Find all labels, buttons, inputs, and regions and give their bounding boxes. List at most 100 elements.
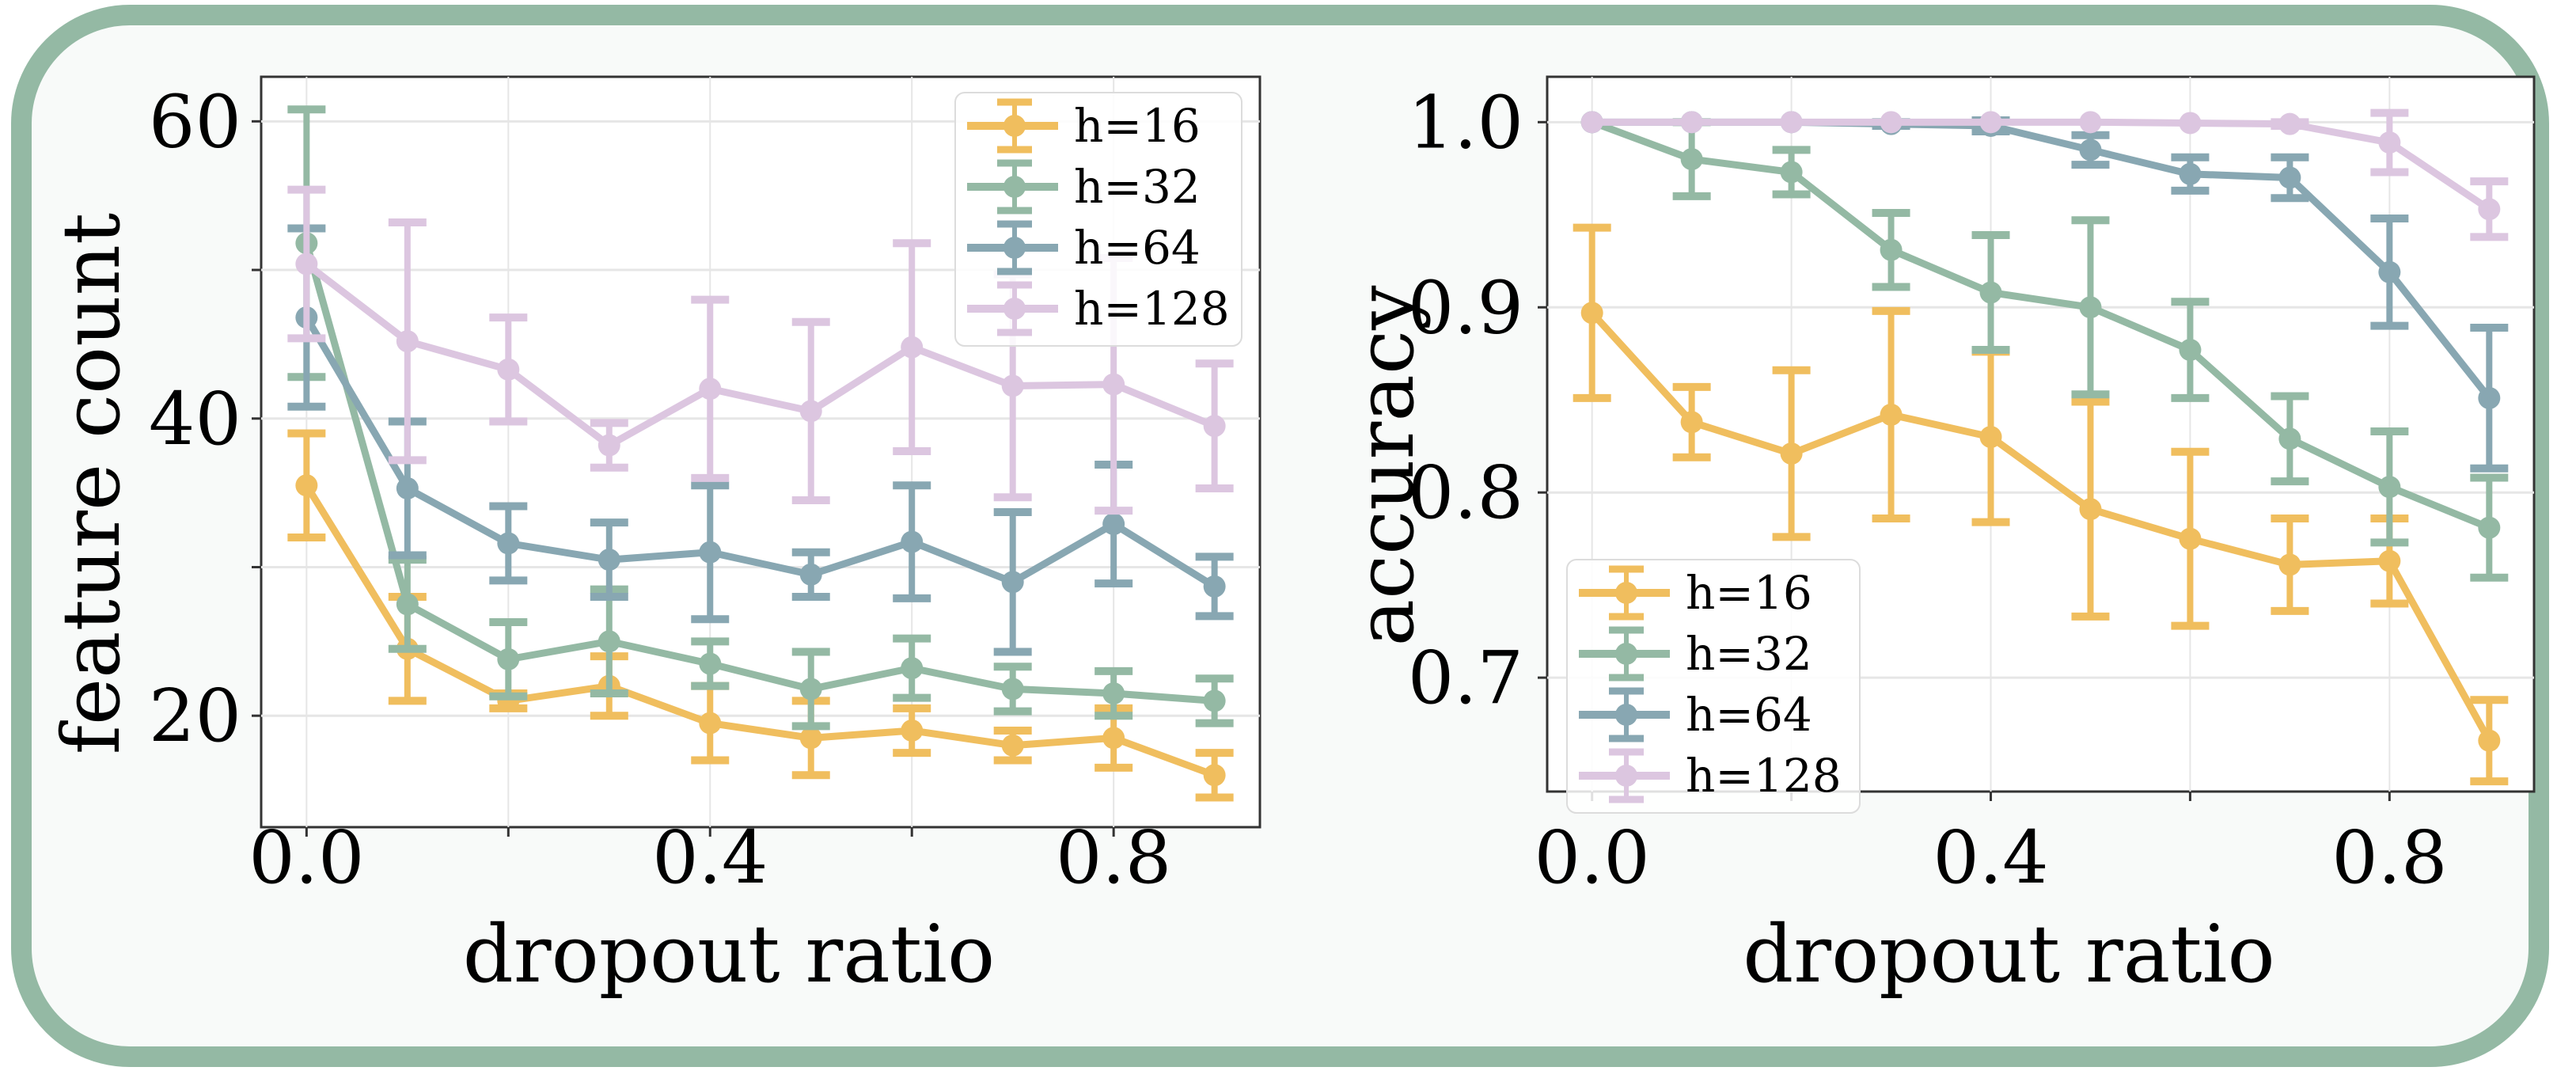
data-point [497, 532, 520, 555]
data-point [396, 593, 419, 616]
data-point [1203, 415, 1226, 438]
y-tick-label: 0.9 [1408, 265, 1523, 350]
legend-label: h=128 [1686, 749, 1842, 803]
data-point [2278, 166, 2301, 189]
data-point [1102, 373, 1125, 396]
x-axis-label: dropout ratio [463, 908, 995, 1001]
legend-marker-icon [1615, 643, 1637, 665]
legend-item: h=64 [967, 220, 1201, 275]
data-point [1880, 238, 1903, 261]
data-point [2079, 139, 2102, 161]
legend-marker-icon [1003, 176, 1026, 198]
data-point [2278, 553, 2301, 576]
legend-marker-icon [1615, 765, 1637, 787]
data-point [1780, 442, 1803, 465]
data-point [1001, 374, 1024, 397]
data-point [1680, 148, 1703, 171]
data-point [1102, 513, 1125, 536]
series-line [1592, 118, 2491, 213]
legend-item: h=16 [1579, 565, 1812, 621]
y-tick-label: 0.7 [1408, 636, 1523, 720]
legend-marker-icon [1003, 115, 1026, 137]
legend-label: h=16 [1074, 99, 1201, 153]
data-point [2179, 527, 2202, 550]
y-tick-label: 0.8 [1408, 450, 1523, 535]
y-tick-label: 1.0 [1408, 80, 1523, 165]
legend: h=16 h=32 h=64 h=128 [1566, 559, 1861, 814]
data-point [1780, 161, 1803, 184]
data-point [2378, 476, 2401, 499]
data-point [1001, 734, 1024, 757]
data-point [2179, 162, 2202, 185]
data-point [2478, 516, 2501, 539]
x-tick-label: 0.8 [2331, 815, 2447, 900]
data-point [799, 678, 822, 701]
accuracy-chart: 0.0 0.4 0.8 0.7 0.8 0.9 1.0 dropout ratio accura… [1339, 75, 2536, 1001]
data-point [901, 336, 924, 359]
data-point [2378, 260, 2401, 283]
legend-label: h=32 [1074, 160, 1201, 214]
legend-marker-icon [1003, 298, 1026, 320]
data-point [2179, 339, 2202, 362]
data-point [1680, 411, 1703, 434]
legend-item: h=128 [1579, 748, 1842, 803]
data-point [901, 657, 924, 680]
data-point [901, 719, 924, 742]
legend-item: h=32 [1579, 626, 1812, 682]
legend-item: h=16 [967, 98, 1201, 154]
y-axis-label: feature count [45, 213, 138, 754]
feature-count-chart: 0.0 0.4 0.8 20 40 60 dropout ratio feature coun… [45, 75, 1261, 1001]
series-line [1589, 310, 2493, 742]
data-point [497, 647, 520, 670]
data-point [2079, 498, 2102, 521]
legend-label: h=128 [1074, 282, 1230, 336]
legend-item: h=64 [1579, 687, 1812, 742]
series-line [303, 483, 1216, 779]
data-point [1203, 689, 1226, 712]
data-point [1102, 682, 1125, 705]
data-point [1780, 111, 1803, 134]
data-point [799, 563, 822, 586]
data-point [1979, 281, 2002, 304]
legend-marker-icon [1615, 704, 1637, 726]
legend-item: h=128 [967, 281, 1230, 336]
data-point [1580, 302, 1603, 325]
legend-label: h=16 [1686, 566, 1812, 620]
data-point [2478, 386, 2501, 409]
data-point [699, 378, 722, 401]
data-point [1880, 403, 1903, 426]
data-point [1580, 111, 1603, 134]
data-point [901, 530, 924, 553]
data-point [1203, 764, 1226, 787]
legend-marker-icon [1615, 582, 1637, 604]
data-point [497, 358, 520, 381]
y-axis-label: accuracy [1339, 285, 1432, 646]
data-point [1880, 111, 1903, 134]
x-tick-label: 0.0 [1535, 815, 1650, 900]
data-point [1001, 678, 1024, 701]
data-point [396, 477, 419, 499]
data-point [2278, 112, 2301, 135]
data-point [799, 400, 822, 423]
data-point [1979, 426, 2002, 449]
data-point [2079, 111, 2102, 134]
x-tick-label: 0.4 [1933, 815, 2048, 900]
data-point [598, 434, 620, 457]
legend: h=16 h=32 h=64 h=128 [954, 92, 1242, 347]
legend-label: h=64 [1074, 221, 1201, 275]
data-point [1680, 111, 1703, 134]
series-h-128 [1580, 108, 2509, 241]
data-point [295, 253, 318, 275]
data-point [295, 474, 318, 497]
legend-label: h=64 [1686, 688, 1812, 742]
data-point [2478, 729, 2501, 752]
data-point [699, 541, 722, 564]
data-point [1979, 111, 2002, 134]
data-point [699, 712, 722, 735]
data-point [2478, 198, 2501, 221]
legend-label: h=32 [1686, 627, 1812, 681]
data-point [396, 330, 419, 353]
data-point [699, 652, 722, 675]
x-tick-label: 0.0 [248, 815, 364, 900]
